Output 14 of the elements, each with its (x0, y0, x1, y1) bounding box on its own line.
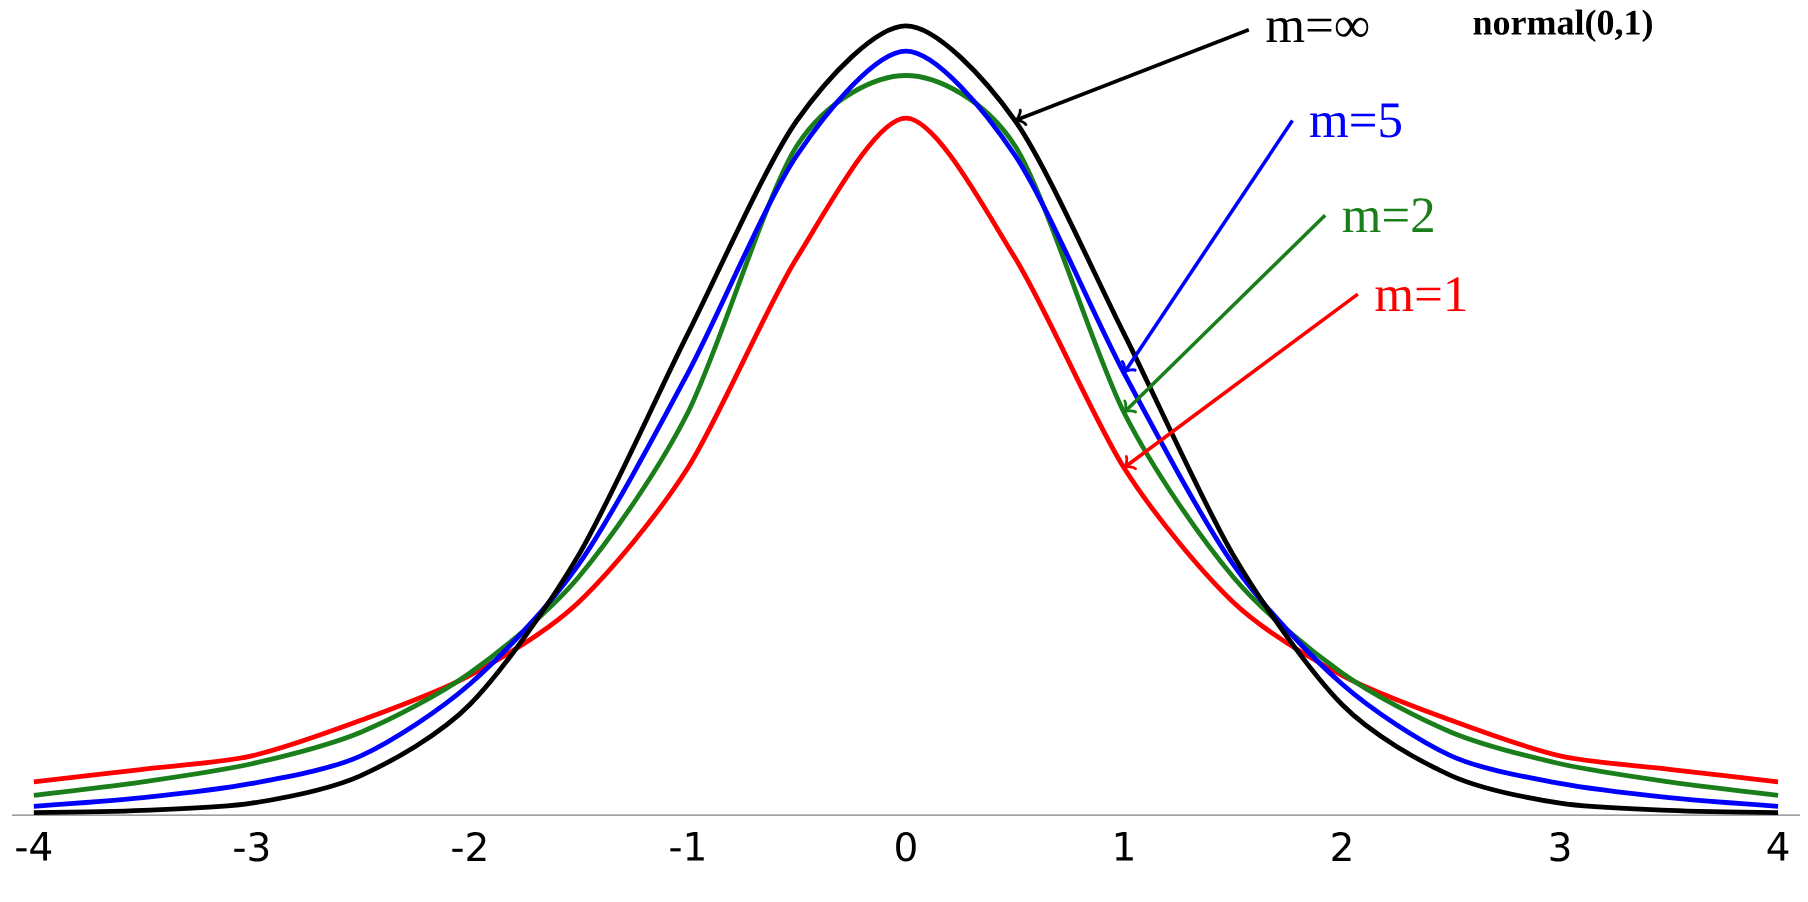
x-tick-label: 1 (1115, 832, 1133, 861)
text: m=5 (1310, 103, 1401, 138)
text: m=2 (1342, 198, 1433, 233)
x-tick-label: 2 (1332, 832, 1351, 861)
x-tick-label: 3 (1550, 832, 1570, 862)
x-tick-label: 4 (1767, 832, 1789, 861)
x-tick-label: 0 (896, 832, 916, 862)
annotation: normal(0,1) (1473, 9, 1652, 43)
text: m=1 (1375, 277, 1466, 311)
x-tick-label: -1 (670, 832, 704, 861)
text: m=∞ (1266, 17, 1369, 42)
x-tick-label: -2 (452, 832, 486, 861)
x-tick-label: -4 (16, 832, 52, 861)
x-tick-label: -3 (234, 832, 269, 862)
